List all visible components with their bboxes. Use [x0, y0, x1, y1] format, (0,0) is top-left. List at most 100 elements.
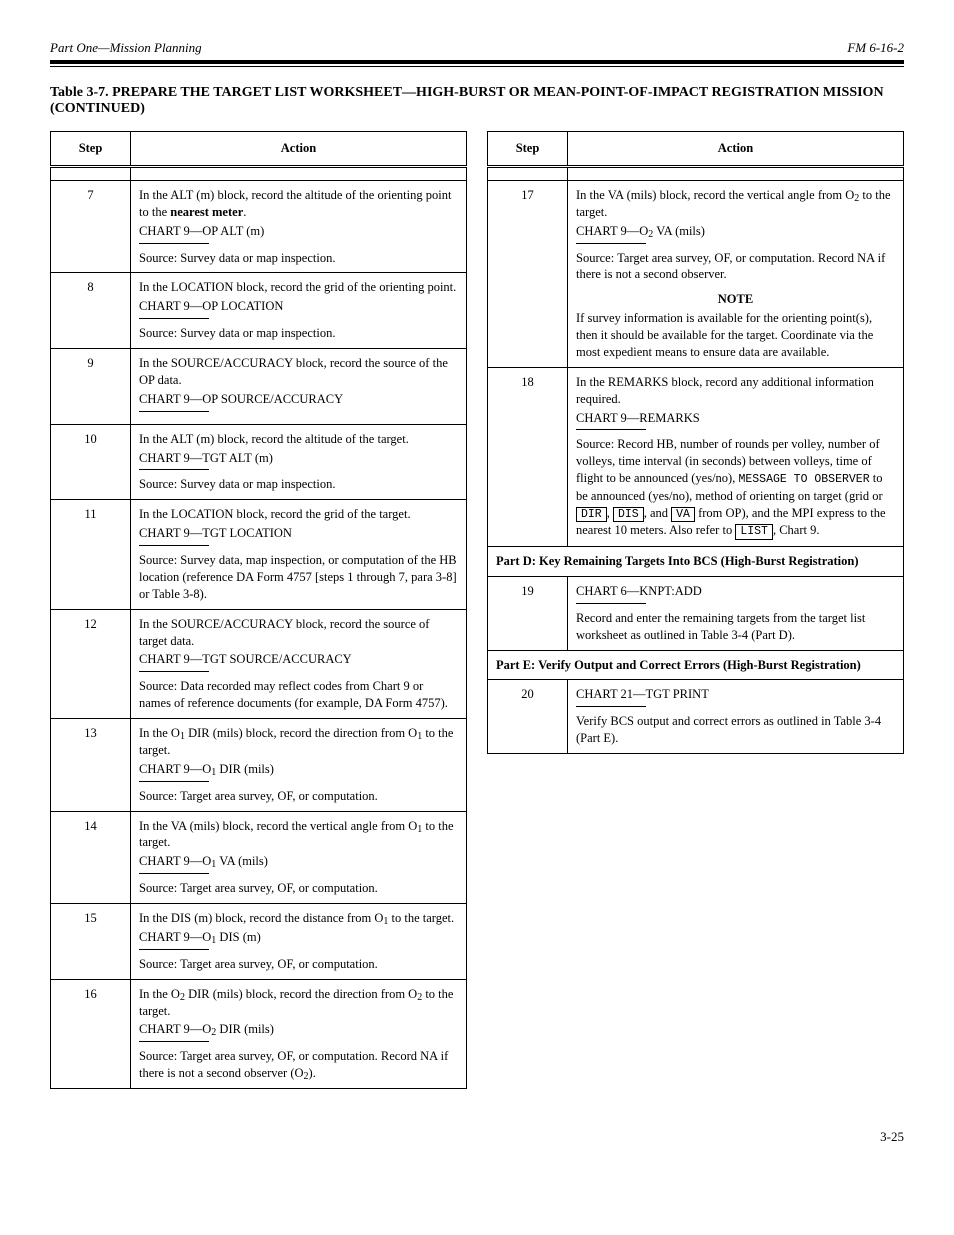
- action-cell: In the LOCATION block, record the grid o…: [131, 273, 467, 349]
- action-cell: In the REMARKS block, record any additio…: [568, 367, 904, 546]
- source-text: Source: Target area survey, OF, or compu…: [139, 956, 458, 973]
- action-description: In the SOURCE/ACCURACY block, record the…: [139, 355, 458, 389]
- note-label: NOTE: [576, 291, 895, 308]
- action-description: In the VA (mils) block, record the verti…: [139, 818, 458, 852]
- header-left: Part One—Mission Planning: [50, 40, 202, 56]
- action-description: In the VA (mils) block, record the verti…: [576, 187, 895, 221]
- table-row: 18In the REMARKS block, record any addit…: [488, 367, 904, 546]
- action-cell: In the LOCATION block, record the grid o…: [131, 500, 467, 609]
- step-number: 11: [51, 500, 131, 609]
- chart-divider: [576, 243, 646, 244]
- header-row: Part One—Mission Planning FM 6-16-2: [50, 40, 904, 56]
- action-cell: In the ALT (m) block, record the altitud…: [131, 180, 467, 273]
- chart-divider: [139, 545, 209, 546]
- part-title: Part D: Key Remaining Targets Into BCS (…: [488, 547, 904, 577]
- source-text: Source: Target area survey, OF, or compu…: [139, 1048, 458, 1082]
- part-separator-row: Part E: Verify Output and Correct Errors…: [488, 650, 904, 680]
- source-text: Source: Data recorded may reflect codes …: [139, 678, 458, 712]
- action-cell: In the ALT (m) block, record the altitud…: [131, 424, 467, 500]
- step-number: 9: [51, 349, 131, 425]
- chart-reference: CHART 9—O1 DIR (mils): [139, 761, 458, 778]
- step-number: 17: [488, 180, 568, 367]
- table-row: 13In the O1 DIR (mils) block, record the…: [51, 719, 467, 812]
- right-table-body: 17In the VA (mils) block, record the ver…: [488, 180, 904, 753]
- chart-reference: CHART 9—O2 VA (mils): [576, 223, 895, 240]
- header-right: FM 6-16-2: [847, 40, 904, 56]
- action-description: In the DIS (m) block, record the distanc…: [139, 910, 458, 927]
- source-text: Source: Target area survey, OF, or compu…: [576, 250, 895, 284]
- table-row: 10 In the ALT (m) block, record the altit…: [51, 424, 467, 500]
- header-thick-rule: [50, 60, 904, 64]
- action-description: In the ALT (m) block, record the altitud…: [139, 187, 458, 221]
- chart-divider: [139, 318, 209, 319]
- col-header-step: Step: [488, 132, 568, 167]
- table-row: 19 CHART 6—KNPT:ADD Record and enter the r…: [488, 576, 904, 650]
- table-row: 17In the VA (mils) block, record the ver…: [488, 180, 904, 367]
- chart-reference: CHART 9—REMARKS: [576, 410, 895, 427]
- chart-divider: [139, 671, 209, 672]
- step-number: 10: [51, 424, 131, 500]
- chart-reference: CHART 9—OP LOCATION: [139, 298, 458, 315]
- step-number: 19: [488, 576, 568, 650]
- chart-reference: CHART 9—O1 VA (mils): [139, 853, 458, 870]
- step-number: 14: [51, 811, 131, 904]
- header-thin-rule: [50, 66, 904, 67]
- note-block: NOTE If survey information is available f…: [576, 291, 895, 361]
- source-text: Source: Survey data, map inspection, or …: [139, 552, 458, 603]
- chart-reference: CHART 6—KNPT:ADD: [576, 583, 895, 600]
- action-description: In the O2 DIR (mils) block, record the d…: [139, 986, 458, 1020]
- left-table-body: 7In the ALT (m) block, record the altitu…: [51, 180, 467, 1088]
- action-description: In the LOCATION block, record the grid o…: [139, 279, 458, 296]
- page-footer: 3-25: [50, 1129, 904, 1145]
- table-header-row: Step Action: [488, 132, 904, 167]
- action-cell: In the VA (mils) block, record the verti…: [131, 811, 467, 904]
- action-cell: In the DIS (m) block, record the distanc…: [131, 904, 467, 980]
- col-header-action: Action: [131, 132, 467, 167]
- source-text: Source: Survey data or map inspection.: [139, 476, 458, 493]
- chart-reference: CHART 9—TGT SOURCE/ACCURACY: [139, 651, 458, 668]
- step-number: 18: [488, 367, 568, 546]
- section-title: Table 3-7. PREPARE THE TARGET LIST WORKS…: [50, 85, 904, 117]
- left-column: Step Action 7In the ALT (m) block, recor…: [50, 131, 467, 1089]
- part-separator-row: Part D: Key Remaining Targets Into BCS (…: [488, 547, 904, 577]
- note-body: If survey information is available for t…: [576, 310, 895, 361]
- action-cell: CHART 6—KNPT:ADD Record and enter the rem…: [568, 576, 904, 650]
- action-description: In the SOURCE/ACCURACY block, record the…: [139, 616, 458, 650]
- table-row: 20CHART 21—TGT PRINTVerify BCS output an…: [488, 680, 904, 754]
- action-cell: CHART 21—TGT PRINT Verify BCS output and …: [568, 680, 904, 754]
- action-description: Record and enter the remaining targets f…: [576, 610, 895, 644]
- table-row: 8 In the LOCATION block, record the grid …: [51, 273, 467, 349]
- chart-divider: [139, 781, 209, 782]
- step-number: 8: [51, 273, 131, 349]
- chart-reference: CHART 9—O1 DIS (m): [139, 929, 458, 946]
- action-cell: In the O2 DIR (mils) block, record the d…: [131, 979, 467, 1088]
- table-row: 16In the O2 DIR (mils) block, record the…: [51, 979, 467, 1088]
- action-cell: In the SOURCE/ACCURACY block, record the…: [131, 609, 467, 718]
- table-row: 12In the SOURCE/ACCURACY block, record t…: [51, 609, 467, 718]
- chart-reference: CHART 21—TGT PRINT: [576, 686, 895, 703]
- chart-divider: [139, 411, 209, 412]
- col-header-step: Step: [51, 132, 131, 167]
- chart-reference: CHART 9—O2 DIR (mils): [139, 1021, 458, 1038]
- chart-divider: [576, 603, 646, 604]
- step-number: 13: [51, 719, 131, 812]
- table-row: 9In the SOURCE/ACCURACY block, record th…: [51, 349, 467, 425]
- source-text: Source: Survey data or map inspection.: [139, 325, 458, 342]
- step-number: 7: [51, 180, 131, 273]
- action-description: Verify BCS output and correct errors as …: [576, 713, 895, 747]
- table-row: 11In the LOCATION block, record the grid…: [51, 500, 467, 609]
- chart-divider: [139, 243, 209, 244]
- part-title: Part E: Verify Output and Correct Errors…: [488, 650, 904, 680]
- action-cell: In the O1 DIR (mils) block, record the d…: [131, 719, 467, 812]
- source-text: Source: Target area survey, OF, or compu…: [139, 788, 458, 805]
- table-row: 14In the VA (mils) block, record the ver…: [51, 811, 467, 904]
- action-description: In the ALT (m) block, record the altitud…: [139, 431, 458, 448]
- right-steps-table: Step Action 17In the VA (mils) block, re…: [487, 131, 904, 754]
- source-text: Source: Target area survey, OF, or compu…: [139, 880, 458, 897]
- action-description: In the O1 DIR (mils) block, record the d…: [139, 725, 458, 759]
- right-column: Step Action 17In the VA (mils) block, re…: [487, 131, 904, 754]
- step-number: 15: [51, 904, 131, 980]
- source-text: Source: Record HB, number of rounds per …: [576, 436, 895, 540]
- chart-divider: [576, 429, 646, 430]
- step-number: 12: [51, 609, 131, 718]
